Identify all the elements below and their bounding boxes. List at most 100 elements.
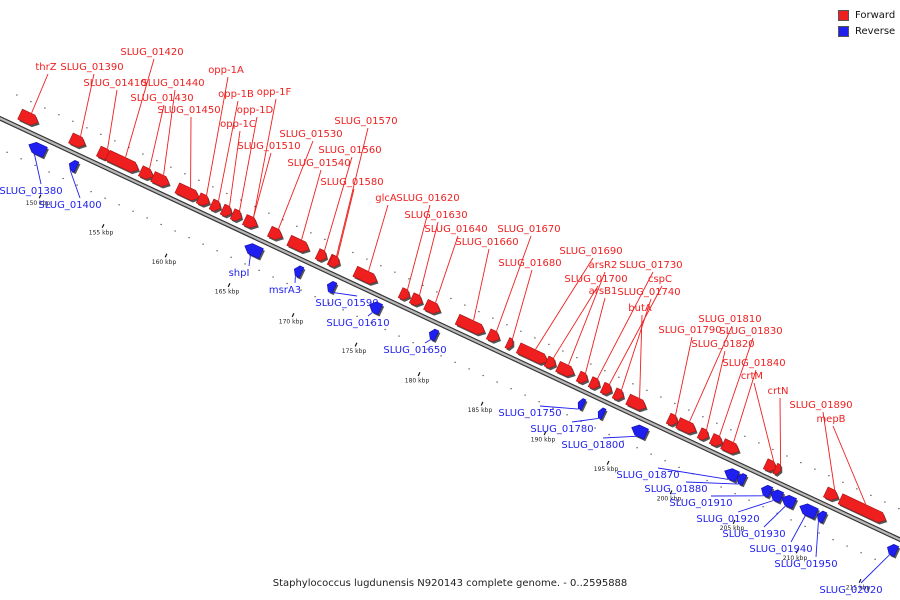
forward-gene-arrow[interactable] [575,370,588,384]
track-dot [776,512,778,514]
forward-gene-arrow[interactable] [675,417,697,434]
scale-tick [732,519,736,524]
forward-gene-label: crtN [767,386,788,397]
forward-gene-arrow[interactable] [195,192,210,207]
forward-gene-arrow[interactable] [286,234,310,253]
forward-gene-arrow[interactable] [504,337,514,350]
forward-gene-label: SLUG_01430 [130,93,193,104]
forward-gene-leader [419,221,439,296]
track-dot [286,282,288,285]
track-dot [870,494,872,496]
reverse-gene-leader [69,170,81,199]
forward-gene-arrow[interactable] [174,182,200,201]
forward-gene-arrow[interactable] [219,203,232,217]
reverse-gene-arrow[interactable] [369,301,384,315]
track-dot [590,363,592,365]
forward-gene-arrow[interactable] [150,171,170,187]
forward-gene-arrow[interactable] [485,328,500,343]
reverse-gene-leader [737,500,774,513]
forward-gene-leader [336,127,369,257]
forward-gene-arrow[interactable] [625,393,647,411]
reverse-gene-arrow[interactable] [28,141,48,158]
track-dot [426,348,428,350]
forward-gene-arrow[interactable] [611,387,624,401]
track-dot [468,368,470,370]
forward-gene-arrow[interactable] [105,149,139,173]
forward-gene-leader [639,314,643,399]
forward-gene-arrow[interactable] [352,265,378,285]
reverse-gene-arrow[interactable] [631,424,649,440]
forward-gene-arrow[interactable] [665,412,678,426]
forward-gene-arrow[interactable] [423,298,441,314]
reverse-gene-arrow[interactable] [326,280,338,294]
track-dot [688,409,690,411]
reverse-gene-arrow[interactable] [577,398,587,411]
reverse-gene-arrow[interactable] [597,407,607,420]
forward-gene-arrow[interactable] [397,287,410,301]
forward-gene-arrow[interactable] [822,486,839,501]
forward-gene-arrow[interactable] [837,493,887,523]
track-dot [342,309,344,311]
scale-label: 190 kbp [531,437,556,444]
reverse-gene-arrow[interactable] [770,489,785,503]
track-dot [20,158,22,160]
reverse-gene-label: SLUG_01400 [38,200,101,211]
scale-tick [38,194,42,199]
reverse-gene-arrow[interactable] [761,484,774,498]
forward-gene-label: opp-1A [208,65,244,76]
track-dot [580,420,582,422]
track-dot [170,166,172,168]
track-dot [244,263,246,265]
forward-gene-arrow[interactable] [17,108,39,126]
legend-forward-label: Forward [855,9,896,21]
reverse-gene-arrow[interactable] [293,265,305,278]
reverse-gene-arrow[interactable] [244,243,264,259]
reverse-gene-arrow[interactable] [736,473,748,486]
forward-gene-arrow[interactable] [708,433,723,447]
forward-gene-arrow[interactable] [515,342,549,365]
track-dot [440,355,442,357]
track-dot [380,265,382,267]
track-dot [230,256,232,258]
track-dot [202,243,204,245]
track-dot [198,179,200,181]
forward-gene-arrow[interactable] [587,376,600,390]
forward-gene-arrow[interactable] [555,361,575,377]
reverse-gene-arrow[interactable] [724,468,741,483]
forward-gene-arrow[interactable] [599,381,612,395]
track-dot [282,219,284,221]
reverse-gene-arrow[interactable] [887,543,900,558]
forward-gene-label: SLUG_01890 [789,400,852,411]
reverse-gene-arrow[interactable] [799,503,819,520]
forward-gene-arrow[interactable] [696,427,709,441]
forward-gene-label: SLUG_01660 [455,237,518,248]
forward-gene-arrow[interactable] [720,438,740,455]
forward-gene-arrow[interactable] [408,292,423,306]
forward-gene-arrow[interactable] [208,198,221,212]
forward-gene-arrow[interactable] [454,313,486,335]
forward-gene-arrow[interactable] [68,132,86,148]
forward-gene-arrow[interactable] [229,208,242,222]
forward-gene-label: SLUG_01840 [722,358,785,369]
track-dot [72,120,74,122]
reverse-gene-arrow[interactable] [816,510,828,524]
forward-gene-arrow[interactable] [314,248,327,262]
forward-gene-arrow[interactable] [266,225,283,240]
forward-gene-arrow[interactable] [327,254,340,268]
reverse-gene-arrow[interactable] [68,159,80,173]
reverse-gene-leader [367,312,373,317]
reverse-gene-arrow[interactable] [781,494,798,509]
reverse-gene-arrow[interactable] [428,328,440,342]
forward-gene-label: SLUG_01740 [617,287,680,298]
track-dot [734,493,736,495]
forward-gene-arrow[interactable] [543,355,556,369]
forward-gene-arrow[interactable] [772,462,782,476]
track-dot [748,499,750,501]
forward-gene-arrow[interactable] [762,458,777,472]
forward-gene-arrow[interactable] [242,214,258,229]
forward-gene-leader [568,271,606,365]
track-dot [720,486,722,488]
forward-gene-label: arsB1 [589,286,618,297]
forward-gene-arrow[interactable] [137,165,154,180]
reverse-gene-leader [860,554,890,584]
